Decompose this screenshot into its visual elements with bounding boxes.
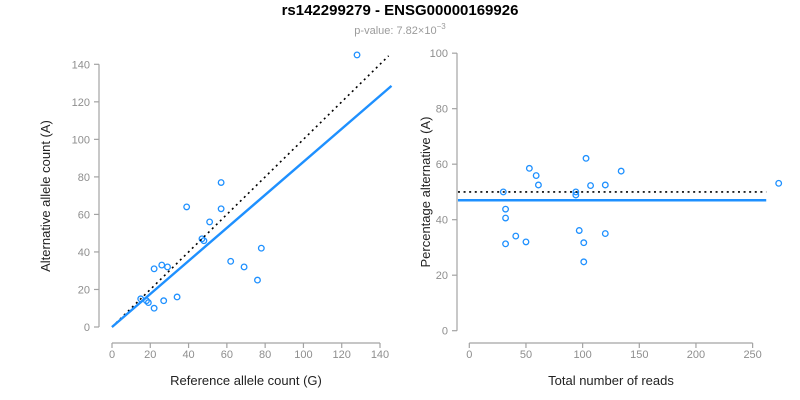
left-x-tick-label: 0 <box>109 349 115 361</box>
left-data-point <box>217 179 225 186</box>
left-x-tick-label: 40 <box>182 349 194 361</box>
left-data-point <box>158 261 166 269</box>
right-data-point <box>580 239 588 247</box>
right-x-tick-label: 100 <box>573 349 591 361</box>
right-data-point <box>572 188 580 196</box>
right-x-tick-label: 150 <box>630 349 648 361</box>
right-data-point <box>534 181 542 189</box>
right-data-point <box>522 238 530 246</box>
right-x-tick-label: 50 <box>520 349 532 361</box>
left-regression-line <box>111 84 393 328</box>
right-xaxis-title: Total number of reads <box>548 373 674 388</box>
left-data-point <box>227 257 235 265</box>
left-data-point <box>150 304 158 312</box>
left-scatter-panel: 0 20 40 60 80 100 120 140 0 20 40 60 80 100 120 140 <box>72 51 393 361</box>
right-yaxis-title: Percentage alternative (A) <box>418 116 433 267</box>
left-y-tick-label: 20 <box>78 284 90 296</box>
right-data-point <box>587 182 595 190</box>
left-identity-line <box>111 55 390 328</box>
right-y-tick-label: 80 <box>436 104 448 116</box>
left-x-tick-label: 120 <box>333 349 351 361</box>
left-x-tick-label: 100 <box>294 349 312 361</box>
left-y-tick-label: 120 <box>72 97 90 109</box>
right-y-tick-label: 100 <box>430 48 448 60</box>
right-x-tick-label: 0 <box>466 349 472 361</box>
left-data-point <box>254 276 261 284</box>
right-y-tick-label: 60 <box>436 159 448 171</box>
subtitle-base: p-value: 7.82×10 <box>354 25 436 37</box>
left-data-point <box>217 205 225 213</box>
left-data-point <box>144 299 152 307</box>
left-yaxis-title: Alternative allele count (A) <box>38 120 53 272</box>
right-data-point <box>502 240 510 248</box>
left-x-tick-label: 80 <box>259 349 271 361</box>
left-data-point <box>183 203 191 211</box>
left-y-tick-label: 100 <box>72 134 90 146</box>
left-y-tick-label: 80 <box>78 172 90 184</box>
plot-subtitle: p-value: 7.82×10−3 <box>354 22 446 37</box>
right-data-point <box>525 164 533 172</box>
left-xaxis-title: Reference allele count (G) <box>170 373 322 388</box>
right-data-point <box>582 154 590 162</box>
left-data-point <box>198 235 206 243</box>
right-data-point <box>575 227 583 234</box>
right-scatter-panel: 0 20 40 60 80 100 0 50 100 150 200 250 <box>430 48 783 361</box>
left-x-tick-label: 140 <box>371 349 389 361</box>
right-x-tick-label: 200 <box>687 349 705 361</box>
right-data-point <box>775 179 783 187</box>
right-data-point <box>532 172 540 180</box>
left-y-tick-label: 60 <box>78 209 90 221</box>
right-data-point <box>502 214 510 222</box>
right-data-point <box>617 167 625 175</box>
left-data-point <box>240 263 248 271</box>
left-data-point <box>206 218 214 226</box>
left-data-point <box>353 51 361 59</box>
right-data-point <box>512 232 520 240</box>
left-data-point <box>257 244 265 252</box>
left-y-tick-label: 40 <box>78 247 90 259</box>
right-data-point <box>580 258 588 266</box>
right-y-tick-label: 40 <box>436 215 448 227</box>
left-y-tick-label: 0 <box>84 322 90 334</box>
right-y-tick-label: 20 <box>436 270 448 282</box>
subtitle-exponent: −3 <box>437 22 447 31</box>
right-data-point <box>601 230 609 238</box>
left-data-point <box>164 263 171 271</box>
right-data-point <box>502 205 510 213</box>
left-x-tick-label: 20 <box>144 349 156 361</box>
left-data-point <box>150 265 158 273</box>
left-y-tick-label: 140 <box>72 59 90 71</box>
left-x-tick-label: 60 <box>221 349 233 361</box>
right-data-point <box>499 188 507 196</box>
plot-title: rs142299279 - ENSG00000169926 <box>282 2 519 19</box>
right-data-point <box>601 181 609 189</box>
right-x-tick-label: 250 <box>743 349 761 361</box>
right-y-tick-label: 0 <box>442 326 448 338</box>
left-data-point <box>173 293 181 301</box>
left-data-point <box>160 297 168 305</box>
